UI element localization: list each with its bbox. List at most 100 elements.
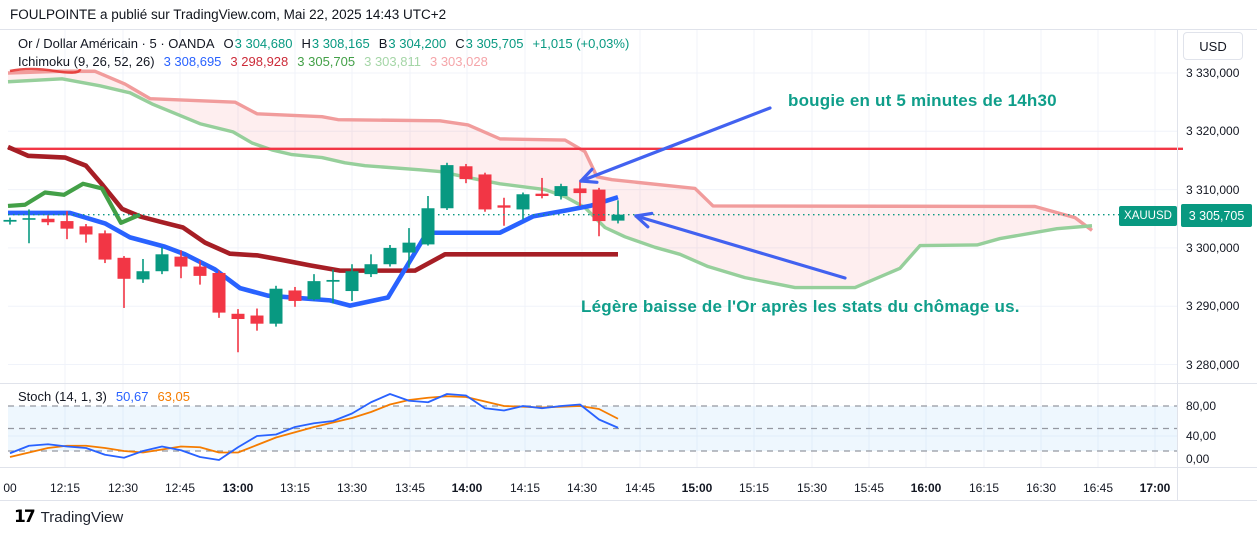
annotation-arrow-line [634,214,847,280]
header-divider [0,29,1257,30]
stoch-k-line [9,393,619,461]
candle-body [22,218,36,220]
time-tick-label: 13:45 [394,481,426,495]
stoch-k-value: 50,67 [115,389,149,404]
ichimoku-lagging-line [7,181,141,225]
candle-body [79,226,93,235]
candle-body [326,279,340,282]
annotation-arrow-line [579,106,772,183]
stoch-d-value: 63,05 [157,389,190,404]
time-tick-label: 15:45 [853,481,885,495]
tradingview-logo[interactable]: 17 TradingView [14,507,123,527]
price-axis-divider [1177,30,1178,500]
candle-body [3,219,17,222]
stoch-legend-row: Stoch (14, 1, 3) 50,67 63,05 [18,389,190,404]
candle-body [402,242,416,253]
currency-unit-button[interactable]: USD [1183,32,1243,60]
candle-body [611,214,625,221]
candle-body [60,221,74,229]
symbol-title[interactable]: Or / Dollar Américain · 5 · OANDA [18,36,215,51]
stoch-title[interactable]: Stoch (14, 1, 3) [18,389,107,404]
time-tick-label: 15:30 [796,481,828,495]
time-tick-label: 12:45 [164,481,196,495]
tradingview-logo-text: TradingView [40,508,124,526]
time-tick-label: 14:45 [624,481,656,495]
stoch-tick-label: 40,00 [1186,429,1217,443]
indicator-value: 3 305,705 [297,54,356,69]
price-tick-label: 3 320,000 [1186,124,1240,139]
price-tick-label: 3 300,000 [1186,240,1240,255]
annotation-arrow-head [579,179,599,184]
time-tick-label: 14:00 [451,481,483,495]
candle-body [212,272,226,313]
publish-header: FOULPOINTE a publié sur TradingView.com,… [10,7,447,22]
candle-body [421,208,435,245]
last-price-symbol-tag: XAUUSD [1119,206,1177,226]
candle-body [364,264,378,275]
time-tick-label: 16:00 [910,481,942,495]
time-tick-label: 14:15 [509,481,541,495]
candle-body [98,233,112,260]
time-tick-label: 13:15 [279,481,311,495]
bottom-divider [0,500,1257,501]
time-tick-label: 15:15 [738,481,770,495]
annotation-text-candle[interactable]: bougie en ut 5 minutes de 14h30 [788,91,1057,110]
pane-divider[interactable] [0,383,1257,384]
candle-body [231,313,245,320]
annotation-text-gold-drop[interactable]: Légère baisse de l'Or après les stats du… [581,297,1020,316]
candle-body [193,266,207,276]
candle-body [41,218,55,223]
indicator-legend-row: Ichimoku (9, 26, 52, 26) 3 308,695 3 298,… [18,54,488,69]
price-tick-label: 3 290,000 [1186,299,1240,314]
candle-body [383,247,397,265]
time-tick-label: 16:30 [1025,481,1057,495]
candle-body [288,290,302,301]
time-tick-label: 12:15 [49,481,81,495]
time-tick-label: 13:30 [336,481,368,495]
time-tick-label: 12:30 [107,481,139,495]
stoch-d-line [9,395,619,458]
candle-body [478,174,492,210]
candle-body [459,166,473,180]
ichimoku-lead1-line [7,77,1093,290]
stoch-tick-label: 0,00 [1186,452,1210,466]
indicator-value: 3 303,028 [429,54,488,69]
time-tick-label: 14:30 [566,481,598,495]
indicator-title[interactable]: Ichimoku (9, 26, 52, 26) [18,54,155,69]
candle-body [307,281,321,300]
candle-body [440,165,454,209]
ichimoku-lead2-line [7,69,1094,232]
candle-body [174,256,188,267]
price-change: +1,015 (+0,03%) [532,36,630,51]
candle-body [592,189,606,222]
annotation-arrow-head [634,211,654,218]
annotation-arrow-head [579,167,594,183]
last-price-badge: 3 305,705 [1181,204,1252,227]
time-tick-label: 16:15 [968,481,1000,495]
price-tick-label: 3 330,000 [1186,66,1240,80]
candle-body [155,254,169,272]
candle-body [136,271,150,280]
candle-body [516,194,530,210]
candle-body [573,188,587,194]
candle-body [345,271,359,292]
stoch-tick-label: 80,00 [1186,399,1217,413]
time-tick-label: 13:00 [222,481,254,495]
time-axis-divider [0,467,1257,468]
candle-body [117,257,131,279]
tradingview-logo-icon: 17 [14,507,36,527]
indicator-value: 3 303,811 [364,54,421,69]
price-tick-label: 3 280,000 [1186,357,1240,372]
red-underline-drawing [9,67,82,74]
time-tick-label: 00 [3,481,17,495]
indicator-value: 3 308,695 [163,54,222,69]
indicator-value: 3 298,928 [230,54,289,69]
